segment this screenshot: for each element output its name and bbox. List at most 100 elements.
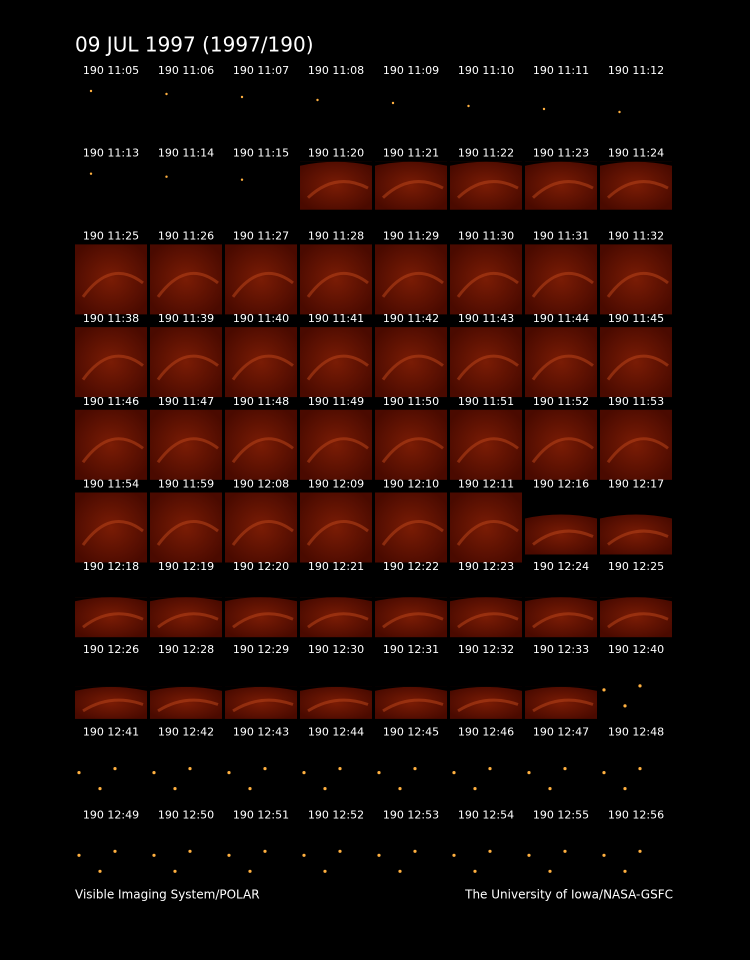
star-dot: [623, 704, 627, 708]
star-dot: [527, 853, 531, 857]
aurora-oval: [81, 437, 144, 464]
star-dot: [563, 849, 567, 853]
frame-label: 190 11:39: [158, 312, 214, 325]
frame-label: 190 11:32: [608, 229, 664, 242]
limb: [150, 686, 222, 691]
limb: [450, 686, 522, 691]
frame-label: 190 12:24: [533, 560, 589, 573]
frame-label: 190 11:22: [458, 147, 514, 160]
limb: [300, 597, 372, 602]
frame-label: 190 11:41: [308, 312, 364, 325]
frame-label: 190 11:53: [608, 395, 664, 408]
star-dot: [113, 849, 117, 853]
star-dot: [248, 787, 252, 791]
star-dot: [467, 104, 470, 108]
limb: [525, 686, 597, 691]
frame-label: 190 12:52: [308, 808, 364, 821]
star-dot: [398, 787, 402, 791]
star-dot: [188, 849, 192, 853]
star-dot: [452, 853, 456, 857]
frame-label: 190 12:16: [533, 478, 589, 491]
star-dot: [240, 95, 244, 99]
aurora-oval: [381, 272, 444, 298]
frame-label: 190 12:08: [233, 478, 289, 491]
star-dot: [602, 688, 606, 692]
frame-label: 190 11:21: [383, 147, 439, 160]
star-dot: [398, 869, 402, 873]
star-dot: [248, 869, 252, 873]
frame-label: 190 11:20: [308, 147, 364, 160]
footer-right: The University of Iowa/NASA-GSFC: [464, 888, 673, 902]
star-dot: [473, 869, 477, 873]
star-dot: [173, 869, 177, 873]
star-dot: [338, 767, 342, 771]
aurora-oval: [82, 612, 144, 629]
frame-label: 190 11:38: [83, 312, 139, 325]
star-dot: [263, 849, 267, 853]
frame-label: 190 12:44: [308, 726, 364, 739]
frame-label: 190 11:31: [533, 229, 589, 242]
aurora-oval: [532, 529, 594, 546]
frame-label: 190 11:44: [533, 312, 589, 325]
star-dot: [263, 767, 267, 771]
frame-label: 190 12:17: [608, 478, 664, 491]
star-dot: [302, 771, 306, 775]
frame-label: 190 11:30: [458, 229, 514, 242]
aurora-oval: [456, 437, 519, 464]
frame-label: 190 11:28: [308, 229, 364, 242]
aurora-oval: [381, 520, 444, 546]
frame-label: 190 11:07: [233, 64, 289, 77]
star-dot: [542, 107, 546, 111]
frame-label: 190 12:48: [608, 726, 664, 739]
frame-label: 190 11:59: [158, 478, 214, 491]
star-dot: [602, 853, 606, 857]
star-dot: [338, 849, 342, 853]
frame-label: 190 12:33: [533, 643, 589, 656]
aurora-oval: [606, 180, 669, 199]
limb: [300, 161, 372, 166]
aurora-oval: [232, 612, 294, 629]
limb: [600, 161, 672, 166]
frame-label: 190 11:50: [383, 395, 439, 408]
aurora-oval: [306, 180, 369, 199]
frame-label: 190 12:26: [83, 643, 139, 656]
aurora-oval: [82, 698, 144, 713]
frame-label: 190 12:21: [308, 560, 364, 573]
limb: [375, 161, 447, 166]
frame-label: 190 12:54: [458, 808, 514, 821]
star-dot: [316, 98, 319, 102]
aurora-oval: [457, 612, 519, 629]
frame-label: 190 12:29: [233, 643, 289, 656]
frame-label: 190 12:41: [83, 726, 139, 739]
frame-label: 190 12:22: [383, 560, 439, 573]
frame-label: 190 12:09: [308, 478, 364, 491]
limb: [450, 161, 522, 166]
frame-label: 190 11:48: [233, 395, 289, 408]
title: 09 JUL 1997 (1997/190): [75, 33, 314, 57]
star-dot: [227, 771, 231, 775]
aurora-oval: [81, 520, 144, 546]
limb: [525, 161, 597, 166]
star-dot: [89, 89, 93, 93]
limb: [150, 597, 222, 602]
limb: [600, 597, 672, 602]
limb: [300, 686, 372, 691]
frame-label: 190 11:11: [533, 64, 589, 77]
limb: [375, 686, 447, 691]
aurora-oval: [531, 437, 594, 464]
frame-label: 190 11:08: [308, 64, 364, 77]
frame-label: 190 11:05: [83, 64, 139, 77]
star-dot: [488, 849, 492, 853]
frame-label: 190 12:55: [533, 808, 589, 821]
frame-label: 190 12:18: [83, 560, 139, 573]
frame-label: 190 11:43: [458, 312, 514, 325]
aurora-oval: [381, 180, 444, 199]
frame-label: 190 12:46: [458, 726, 514, 739]
star-dot: [227, 853, 231, 857]
star-dot: [473, 787, 477, 791]
aurora-oval: [156, 520, 219, 546]
aurora-oval: [307, 612, 369, 629]
aurora-oval: [306, 272, 369, 298]
star-dot: [323, 869, 327, 873]
